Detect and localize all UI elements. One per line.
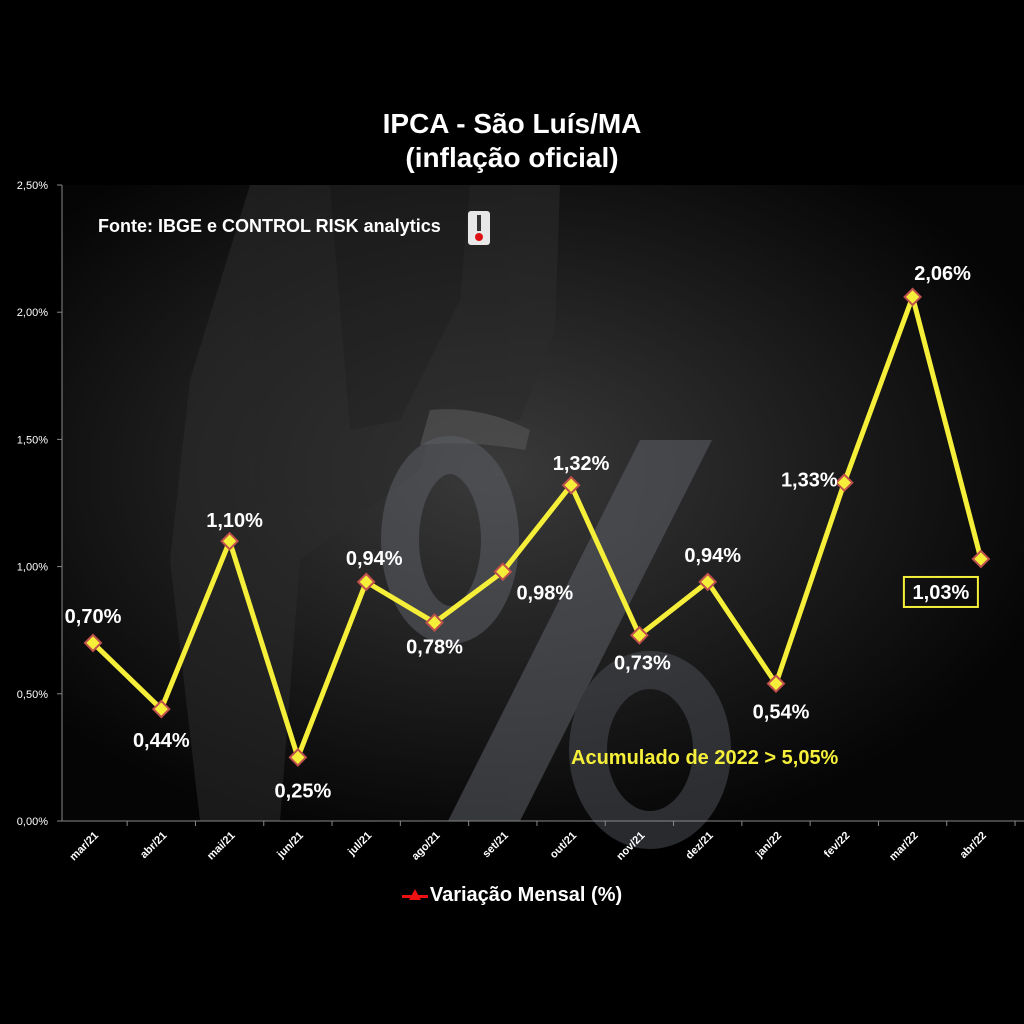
x-tick-label: jan/22 <box>753 830 784 861</box>
y-tick-label: 0,00% <box>17 816 48 828</box>
data-label: 1,03% <box>913 582 970 604</box>
percent-symbol-icon <box>381 436 731 849</box>
data-label: 1,32% <box>553 453 610 475</box>
series-line <box>91 294 984 760</box>
y-tick-label: 2,50% <box>17 180 48 192</box>
data-point <box>971 549 991 569</box>
legend-triangle-icon <box>401 888 428 904</box>
legend-label: Variação Mensal (%) <box>429 884 623 906</box>
x-tick-label: out/21 <box>548 830 579 861</box>
data-labels: 0,70% 0,44% 1,10% 0,25% 0,94% 0,78% 0,98% 1,32%… <box>65 263 979 802</box>
data-point <box>425 613 444 632</box>
data-point <box>834 473 854 493</box>
data-point <box>493 562 513 582</box>
x-tick-label: mai/21 <box>205 830 238 863</box>
x-tick-label: mar/21 <box>68 830 102 864</box>
data-label: 1,10% <box>206 510 263 532</box>
chart-title: IPCA - São Luís/MA <box>382 108 642 139</box>
data-label: 0,54% <box>753 702 810 724</box>
data-label: 1,33% <box>781 470 838 492</box>
x-tick-label: mar/22 <box>887 830 921 864</box>
data-point <box>561 475 581 495</box>
highlight-box <box>902 575 979 608</box>
x-tick-label: set/21 <box>480 830 511 861</box>
data-point <box>151 699 171 719</box>
x-tick-label: jun/21 <box>274 830 306 862</box>
data-point <box>629 625 649 645</box>
thermometer-icon <box>468 211 490 245</box>
y-tick-label: 2,00% <box>17 307 48 319</box>
x-tick-label: abr/21 <box>138 830 169 861</box>
y-ticks: 0,00% 0,50% 1,00% 1,50% 2,00% 2,50% <box>17 180 62 828</box>
data-point <box>698 572 718 592</box>
y-tick-label: 1,50% <box>17 434 48 446</box>
series-markers <box>83 287 991 767</box>
y-tick-label: 1,00% <box>17 562 48 574</box>
data-point <box>288 747 308 767</box>
data-label: 0,94% <box>684 545 741 567</box>
x-ticks: mar/21 abr/21 mai/21 jun/21 jul/21 ago/21 set/… <box>68 821 1016 863</box>
data-label: 0,98% <box>516 583 573 605</box>
data-label: 0,73% <box>614 652 671 674</box>
data-label: 0,44% <box>133 730 190 752</box>
data-point <box>356 572 376 592</box>
source-note: Fonte: IBGE e CONTROL RISK analytics <box>98 216 441 236</box>
y-tick-label: 0,50% <box>17 689 48 701</box>
x-tick-label: abr/22 <box>958 830 989 861</box>
data-point <box>83 633 103 653</box>
data-label: 2,06% <box>914 263 971 285</box>
legend: Variação Mensal (%) <box>0 884 1024 907</box>
data-point <box>220 531 240 551</box>
x-tick-label: jul/21 <box>345 830 374 859</box>
data-point <box>766 674 786 694</box>
data-label: 0,78% <box>406 637 463 659</box>
accumulated-annotation: Acumulado de 2022 > 5,05% <box>571 747 839 769</box>
data-label: 0,25% <box>275 780 332 802</box>
x-tick-label: ago/21 <box>409 830 442 863</box>
data-point <box>903 287 923 307</box>
data-label: 0,94% <box>346 548 403 570</box>
data-label: 0,70% <box>65 606 122 628</box>
x-tick-label: fev/22 <box>822 830 853 861</box>
chart-subtitle: (inflação oficial) <box>405 142 619 173</box>
